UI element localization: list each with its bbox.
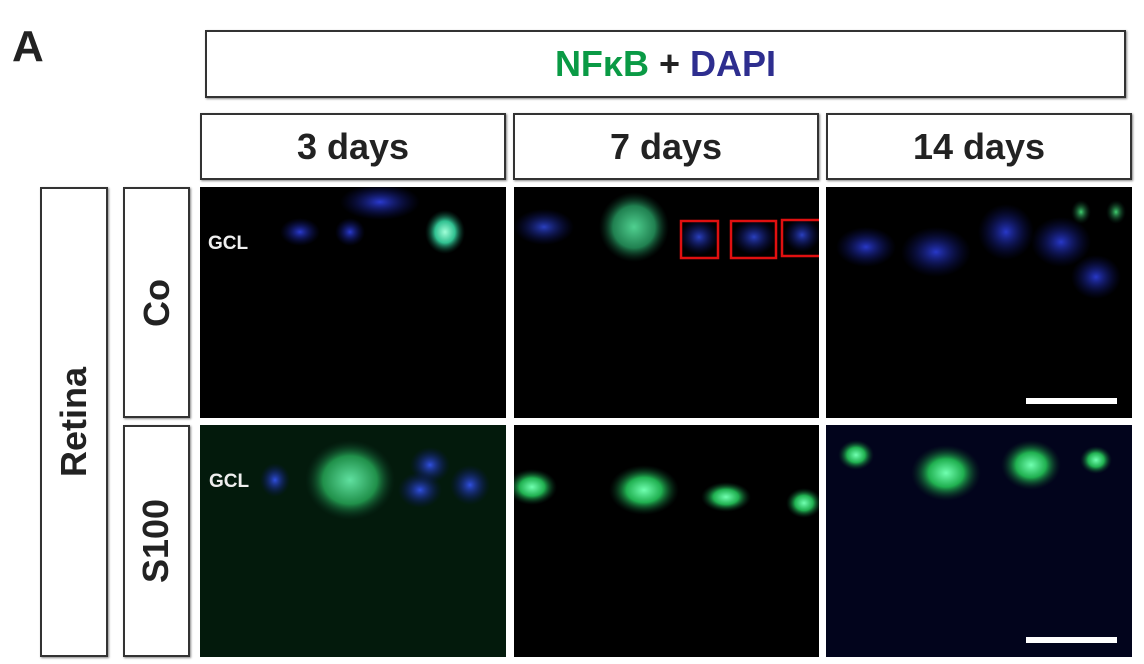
stain-dapi: DAPI [690, 43, 777, 84]
highlight-box [729, 219, 778, 260]
column-header-7-days: 7 days [513, 113, 819, 180]
gcl-label: GCL [208, 233, 249, 254]
scale-bar [1026, 637, 1117, 643]
column-header-14-days: 14 days [826, 113, 1132, 180]
scale-bar [1026, 398, 1117, 404]
micrograph-s100-3-days: GCL [200, 425, 506, 657]
stain-nfkb: NFκB [554, 43, 649, 84]
micrograph-co-3-days: GCL [200, 187, 506, 418]
micrograph-s100-14-days [826, 425, 1132, 657]
plus-sign: + [659, 43, 681, 84]
row-label-co: Co [123, 187, 190, 418]
micrograph-co-14-days [826, 187, 1132, 418]
gcl-label: GCL [209, 471, 250, 492]
panel-label: A [12, 22, 44, 71]
stain-title: NFκB + DAPI [205, 30, 1126, 98]
highlight-box [780, 218, 819, 258]
highlight-box [679, 219, 720, 260]
row-label-s100: S100 [123, 425, 190, 657]
micrograph-s100-7-days [514, 425, 819, 657]
tissue-label: Retina [40, 187, 108, 657]
micrograph-co-7-days [514, 187, 819, 418]
column-header-3-days: 3 days [200, 113, 506, 180]
